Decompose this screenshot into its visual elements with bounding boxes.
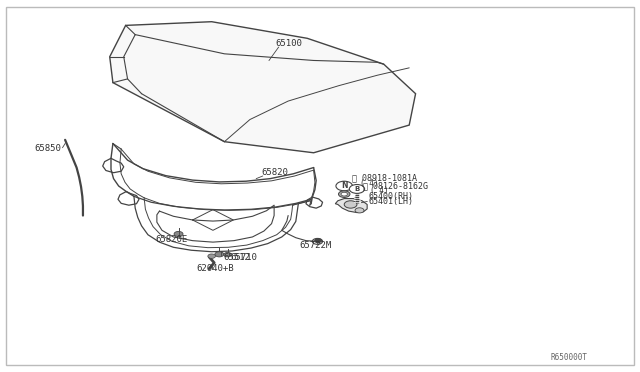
Text: 65512: 65512: [223, 253, 250, 262]
Text: Ⓑ 08126-8162G: Ⓑ 08126-8162G: [364, 181, 428, 190]
Text: 65400(RH): 65400(RH): [369, 192, 413, 201]
Text: 62040+B: 62040+B: [196, 264, 234, 273]
Circle shape: [349, 185, 365, 193]
Circle shape: [315, 239, 321, 243]
Text: Ⓝ 08918-1081A: Ⓝ 08918-1081A: [352, 174, 417, 183]
Circle shape: [174, 231, 183, 237]
Text: 65820E: 65820E: [156, 235, 188, 244]
Circle shape: [215, 252, 224, 257]
Text: R650000T: R650000T: [550, 353, 588, 362]
Text: 65100: 65100: [275, 39, 302, 48]
Polygon shape: [335, 199, 367, 212]
Circle shape: [208, 254, 216, 259]
Circle shape: [336, 181, 353, 191]
Circle shape: [224, 253, 232, 257]
Polygon shape: [109, 22, 415, 153]
Circle shape: [355, 208, 364, 213]
Text: ( 4): ( 4): [370, 186, 388, 195]
Text: 65710: 65710: [231, 253, 258, 262]
Text: 65401(LH): 65401(LH): [369, 198, 413, 206]
Circle shape: [344, 201, 357, 208]
Text: B: B: [355, 186, 360, 192]
Text: ( 4): ( 4): [360, 179, 379, 188]
Text: N: N: [341, 182, 348, 190]
Circle shape: [341, 192, 348, 196]
Circle shape: [339, 191, 350, 198]
Text: 65850: 65850: [35, 144, 61, 153]
Text: 65722M: 65722M: [300, 241, 332, 250]
Text: 65820: 65820: [261, 168, 288, 177]
